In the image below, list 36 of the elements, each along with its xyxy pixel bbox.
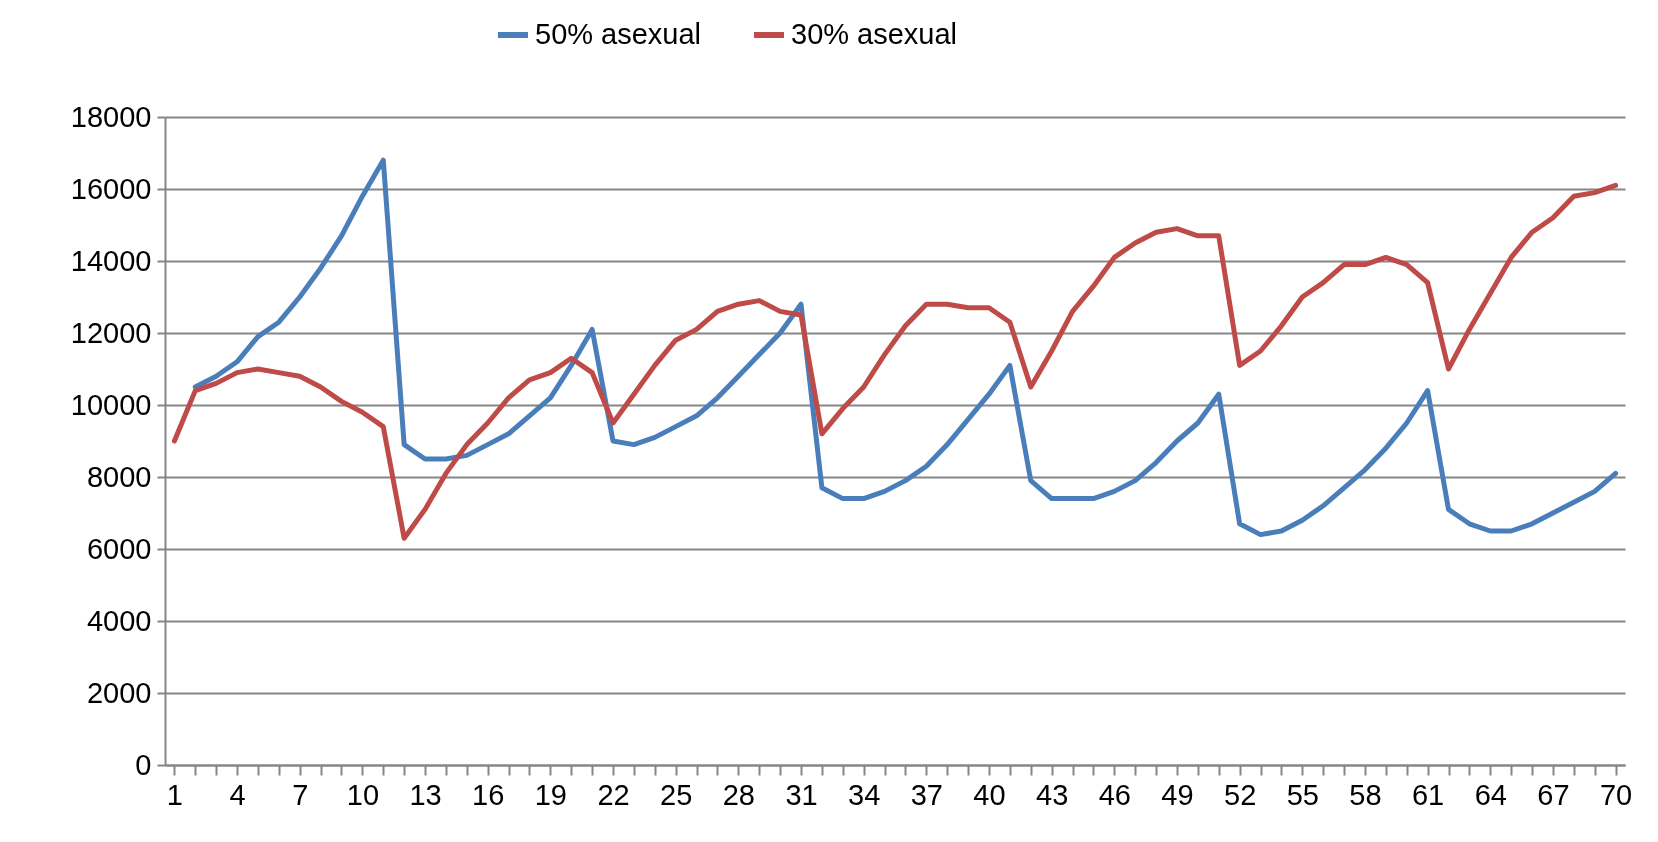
x-tick-label: 52	[1224, 778, 1257, 811]
x-tick-label: 25	[660, 778, 693, 811]
y-tick-label: 0	[135, 748, 152, 781]
y-tick-label: 18000	[70, 100, 152, 133]
y-tick-label: 4000	[86, 604, 152, 637]
x-tick-label: 49	[1161, 778, 1194, 811]
x-tick-label: 19	[534, 778, 567, 811]
legend-label: 50% asexual	[535, 18, 702, 50]
x-tick-label: 58	[1349, 778, 1382, 811]
y-tick-label: 12000	[70, 316, 152, 349]
y-tick-label: 8000	[86, 460, 152, 493]
x-tick-label: 34	[848, 778, 881, 811]
x-tick-label: 67	[1537, 778, 1570, 811]
x-tick-label: 70	[1599, 778, 1633, 811]
y-tick-label: 14000	[70, 244, 152, 277]
x-tick-label: 37	[910, 778, 943, 811]
x-tick-label: 64	[1474, 778, 1507, 811]
x-tick-label: 13	[409, 778, 442, 811]
y-tick-label: 16000	[70, 172, 152, 205]
x-tick-label: 43	[1036, 778, 1069, 811]
x-tick-label: 40	[973, 778, 1006, 811]
x-tick-label: 16	[472, 778, 505, 811]
y-tick-label: 2000	[86, 676, 152, 709]
x-tick-label: 28	[722, 778, 755, 811]
x-tick-label: 22	[597, 778, 630, 811]
y-tick-label: 6000	[86, 532, 152, 565]
y-tick-label: 10000	[70, 388, 152, 421]
x-tick-label: 61	[1411, 778, 1445, 811]
x-tick-label: 46	[1098, 778, 1131, 811]
x-tick-label: 10	[346, 778, 380, 811]
x-tick-label: 55	[1286, 778, 1319, 811]
x-tick-label: 4	[229, 778, 246, 811]
legend-label: 30% asexual	[791, 18, 958, 50]
x-tick-label: 1	[166, 778, 183, 811]
x-tick-label: 31	[785, 778, 818, 811]
x-tick-label: 7	[292, 778, 309, 811]
